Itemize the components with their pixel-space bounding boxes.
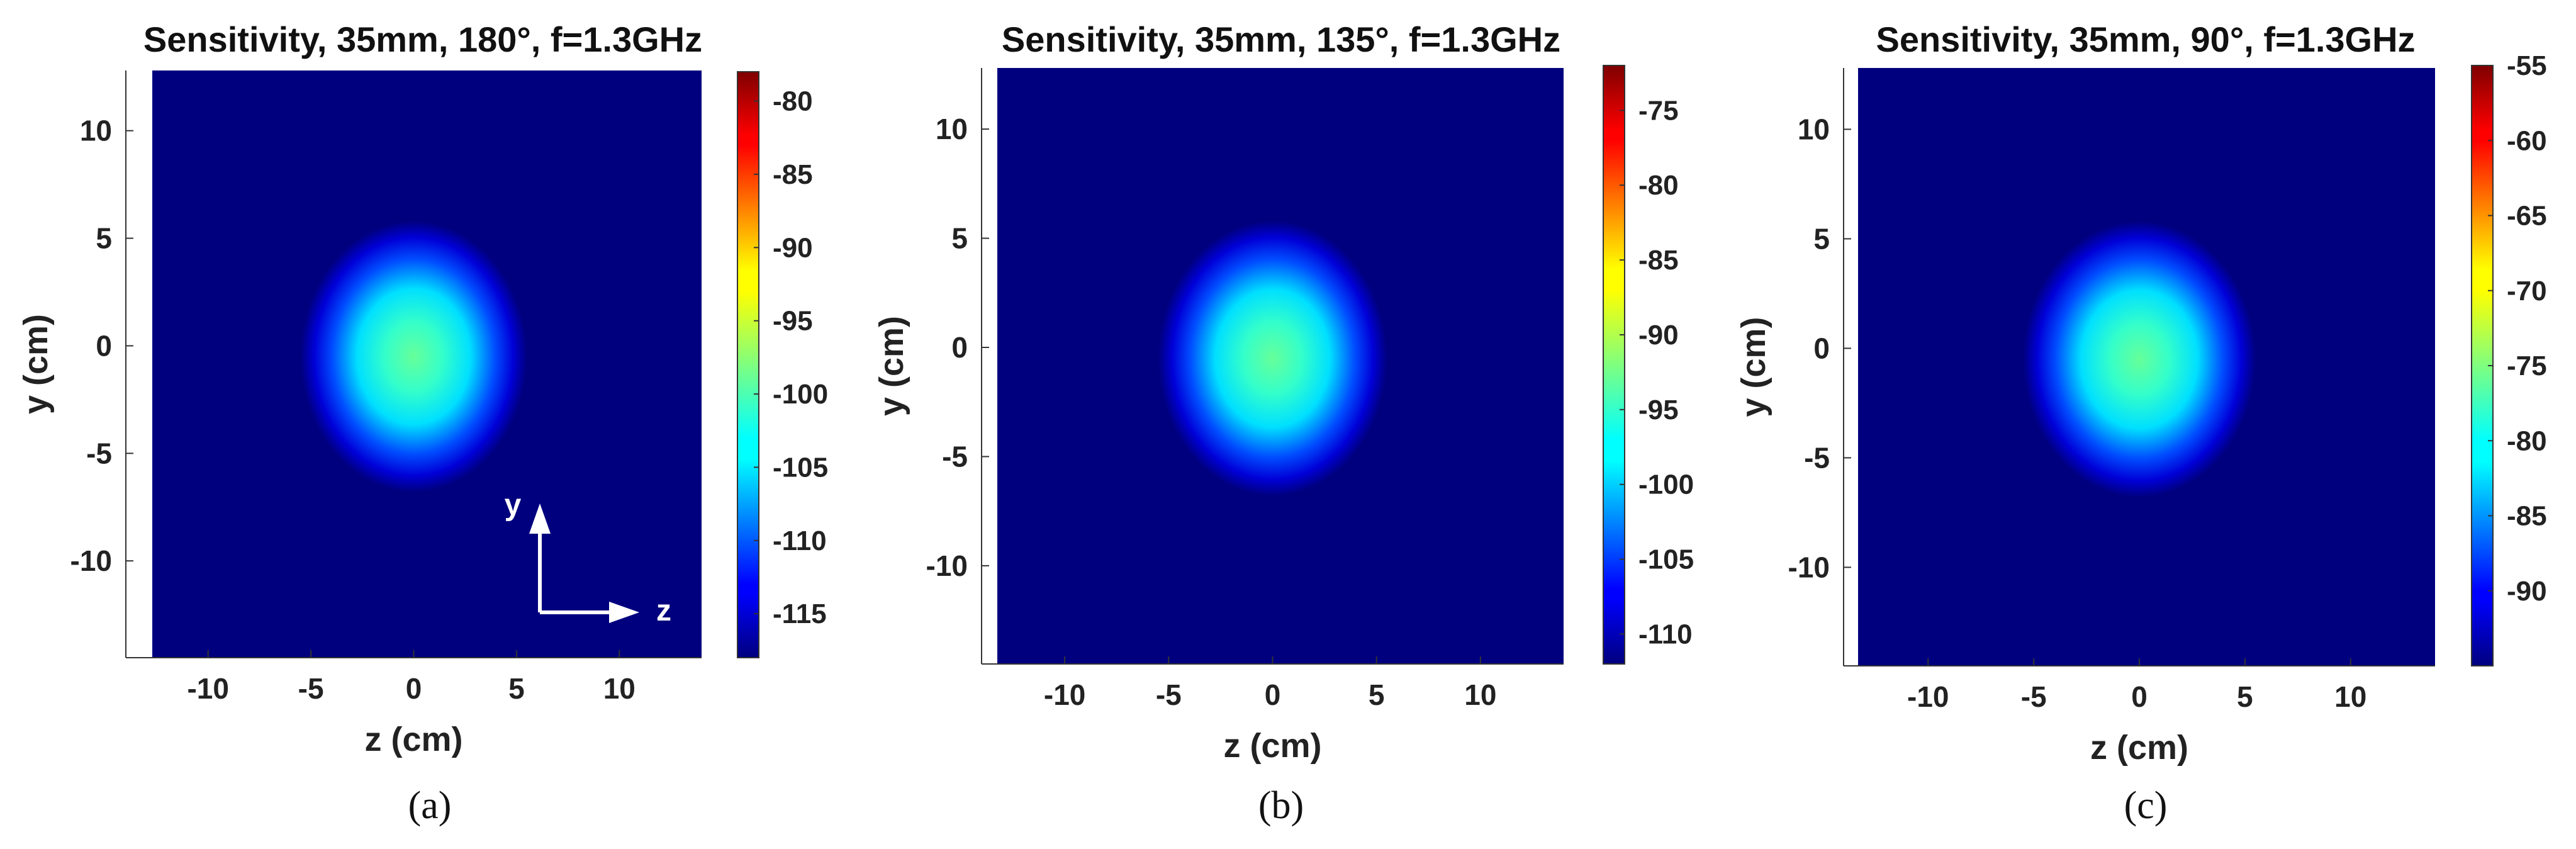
y-tick-label: 0 [951, 331, 968, 364]
panel-label: (a) [408, 784, 452, 827]
colorbar-tick-label: -65 [2507, 201, 2547, 232]
chart-title: Sensitivity, 35mm, 90°, f=1.3GHz [1876, 20, 2415, 59]
y-tick-label: -10 [1788, 551, 1830, 583]
x-axis-label: z (cm) [1223, 727, 1321, 765]
x-tick-label: 5 [1369, 678, 1385, 711]
panel-label: (c) [2124, 784, 2168, 827]
panel-a: -10 -5 0 5 10 10 5 0 -5 -10 Sensitivity, 35mm, 180… [17, 20, 828, 827]
colorbar [2471, 65, 2494, 666]
x-tick-label: -10 [1044, 678, 1085, 711]
colorbar-tick-label: -90 [1638, 320, 1679, 351]
colorbar [737, 71, 759, 658]
colorbar-tick-label: -110 [773, 526, 827, 556]
x-tick-label: -10 [1907, 680, 1949, 713]
y-tick-label: -10 [926, 549, 968, 582]
y-axis-label: y (cm) [873, 316, 910, 416]
sensitivity-peak [2023, 221, 2256, 498]
y-tick-label: 5 [96, 222, 112, 255]
x-tick-label: 5 [2237, 680, 2253, 713]
colorbar-tick-label: -55 [2507, 50, 2547, 81]
y-tick-label: 10 [1798, 113, 1830, 145]
colorbar-tick-label: -115 [773, 599, 827, 629]
x-tick-label: 5 [508, 672, 525, 705]
x-tick-label: 0 [2131, 680, 2148, 713]
y-tick-label: -5 [86, 437, 112, 469]
y-tick-label: -10 [70, 544, 112, 577]
colorbar-tick-label: -85 [773, 159, 813, 190]
colorbar-tick-label: -100 [773, 379, 828, 410]
y-tick-label: 0 [96, 329, 112, 362]
y-tick-label: 5 [951, 222, 968, 255]
x-tick-label: 0 [1265, 678, 1281, 711]
x-axis-label: z (cm) [364, 721, 462, 758]
colorbar-tick-label: -105 [1638, 544, 1694, 575]
x-tick-label: 10 [603, 672, 636, 705]
y-axis-label: y (cm) [1735, 317, 1772, 417]
panel-label: (b) [1258, 784, 1304, 827]
y-tick-label: 10 [936, 113, 968, 145]
colorbar-tick-label: -85 [1638, 245, 1679, 276]
colorbar-tick-label: -85 [2507, 501, 2547, 532]
x-tick-label: -5 [298, 672, 324, 705]
y-tick-label: 0 [1813, 332, 1830, 364]
colorbar-tick-label: -80 [1638, 170, 1679, 201]
colorbar [1603, 65, 1625, 665]
chart-title: Sensitivity, 35mm, 135°, f=1.3GHz [1002, 20, 1560, 59]
colorbar-tick-label: -70 [2507, 276, 2547, 306]
x-tick-label: -5 [1156, 678, 1182, 711]
colorbar-tick-label: -80 [773, 86, 813, 117]
colorbar-tick-label: -105 [773, 452, 828, 483]
y-axis-label: y (cm) [17, 314, 55, 414]
sensitivity-peak [300, 221, 527, 492]
x-tick-label: 10 [1464, 678, 1496, 711]
colorbar-tick-label: -95 [773, 306, 813, 337]
colorbar-tick-label: -60 [2507, 125, 2547, 156]
y-tick-label: 10 [80, 115, 112, 147]
x-tick-label: 10 [2334, 680, 2366, 713]
x-axis-label: z (cm) [2090, 729, 2188, 767]
colorbar-tick-label: -100 [1638, 469, 1694, 500]
chart-title: Sensitivity, 35mm, 180°, f=1.3GHz [143, 20, 702, 59]
y-arrow-head-icon [529, 503, 551, 534]
colorbar-tick-label: -90 [2507, 576, 2547, 607]
colorbar-tick-label: -80 [2507, 425, 2547, 456]
x-tick-label: 0 [406, 672, 422, 705]
z-arrow-head-icon [609, 602, 639, 623]
panel-b: -10 -5 0 5 10 10 5 0 -5 -10 Sensitivity, 35mm, 135… [873, 20, 1694, 827]
annotation-y-label: y [505, 488, 522, 522]
annotation-z-label: z [656, 594, 671, 627]
y-tick-label: -5 [942, 440, 968, 473]
colorbar-tick-label: -95 [1638, 395, 1679, 425]
colorbar-tick-label: -110 [1638, 619, 1693, 649]
y-tick-label: 5 [1813, 222, 1830, 255]
colorbar-tick-label: -75 [1638, 95, 1679, 126]
colorbar-tick-label: -75 [2507, 351, 2547, 381]
y-tick-label: -5 [1804, 441, 1830, 474]
panel-c: -10 -5 0 5 10 10 5 0 -5 -10 Sensitivity, 35mm, 90°… [1735, 20, 2547, 827]
sensitivity-peak [1158, 220, 1387, 496]
colorbar-tick-label: -90 [773, 232, 813, 263]
x-tick-label: -5 [2021, 680, 2047, 713]
x-tick-label: -10 [187, 672, 228, 705]
